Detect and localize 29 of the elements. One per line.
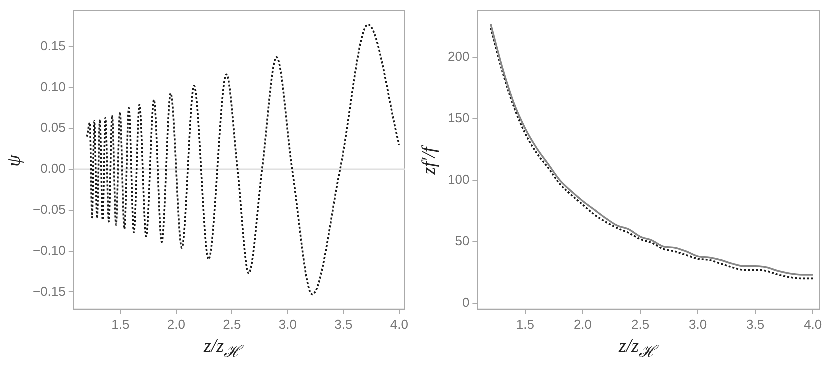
y-tick-label: 0.15 xyxy=(40,38,66,54)
x-tick-label: 3.5 xyxy=(334,316,353,332)
x-tick-label: 1.5 xyxy=(112,316,130,332)
x-tick-label: 2.5 xyxy=(631,316,650,332)
line-series xyxy=(86,24,400,296)
x-tick-label: 3.0 xyxy=(278,316,297,332)
y-tick-label: 150 xyxy=(448,110,470,126)
y-tick-label: 0 xyxy=(462,294,470,310)
y-tick-label: −0.05 xyxy=(32,202,66,217)
y-tick-label: −0.15 xyxy=(32,284,66,299)
y-tick-label: 200 xyxy=(448,49,470,64)
y-axis-title: zf′/f xyxy=(419,144,441,177)
x-tick-label: 3.5 xyxy=(746,316,765,332)
x-tick-label: 4.0 xyxy=(390,316,408,332)
x-axis-title: z/z$_{ℋ}$ xyxy=(618,336,660,362)
x-tick-label: 2.0 xyxy=(574,316,592,332)
x-tick-label: 4.0 xyxy=(804,316,822,332)
x-tick-label: 1.5 xyxy=(516,316,534,332)
y-tick-label: 100 xyxy=(448,172,470,187)
y-tick-label: 0.00 xyxy=(40,161,66,176)
y-tick-label: 0.10 xyxy=(40,79,66,94)
x-tick-label: 2.0 xyxy=(167,316,186,332)
y-tick-label: 50 xyxy=(455,233,470,248)
y-axis-title: ψ xyxy=(4,154,26,169)
x-tick-label: 2.5 xyxy=(223,316,242,332)
y-tick-label: −0.10 xyxy=(32,242,66,258)
y-tick-label: 0.05 xyxy=(40,120,66,136)
x-tick-label: 3.0 xyxy=(688,316,708,332)
x-axis-title: z/z$_{ℋ}$ xyxy=(202,336,245,362)
